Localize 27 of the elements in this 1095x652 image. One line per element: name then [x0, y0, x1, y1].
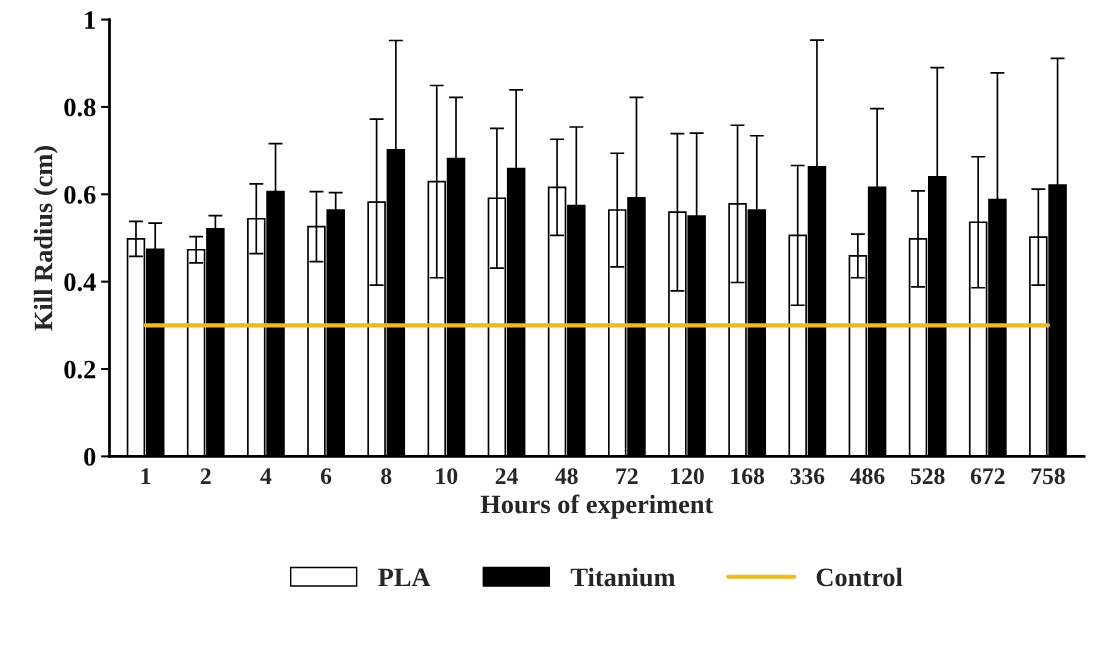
x-tick-label: 486 [850, 468, 885, 485]
x-tick-label: 168 [731, 468, 765, 485]
x-tick-label: 1 [141, 468, 151, 484]
x-tick-label: 2 [200, 468, 211, 484]
y-tick-label: 0.6 [64, 185, 96, 204]
y-tick-label: 0.8 [64, 98, 96, 117]
y-tick-label: 0 [84, 448, 96, 466]
x-tick-label: 8 [381, 468, 392, 485]
x-tick-label: 10 [436, 468, 458, 485]
legend-label: PLA [378, 568, 431, 586]
x-tick-label: 528 [910, 468, 945, 485]
x-tick-label: 48 [555, 468, 578, 485]
y-tick-label: 0.4 [64, 273, 96, 292]
y-tick-label: 1 [85, 11, 95, 29]
legend-label: Titanium [570, 567, 676, 587]
y-axis-title: Kill Radius (cm) [33, 146, 58, 331]
x-tick-label: 120 [671, 468, 704, 485]
legend-label: Control [816, 567, 903, 587]
x-tick-label: 672 [970, 468, 1005, 485]
x-tick-label: 336 [790, 468, 825, 485]
x-tick-label: 24 [495, 468, 518, 484]
y-tick-label: 0.2 [64, 360, 96, 379]
x-tick-label: 4 [260, 468, 272, 484]
x-tick-label: 758 [1031, 468, 1065, 485]
x-tick-label: 72 [616, 468, 638, 484]
x-tick-label: 6 [320, 468, 332, 485]
x-axis-title: Hours of experiment [480, 494, 714, 519]
